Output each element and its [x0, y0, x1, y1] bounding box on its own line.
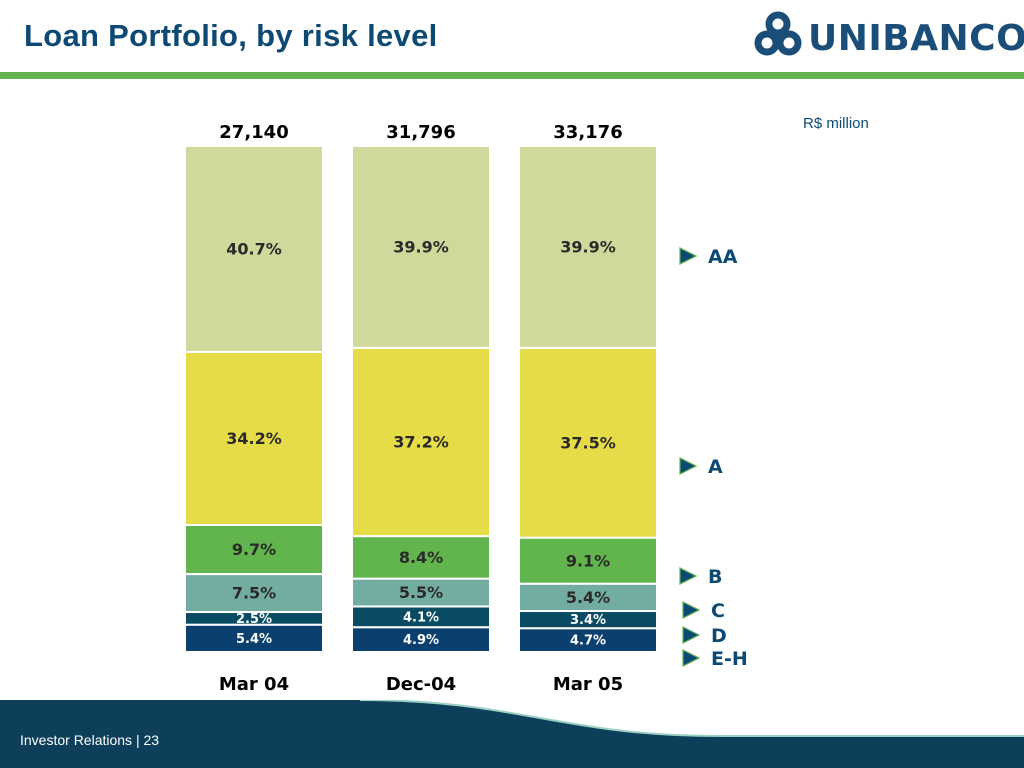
legend-marker-aa-icon [679, 247, 698, 265]
legend-label-a: A [708, 456, 723, 478]
data-label-c: 7.5% [232, 584, 276, 603]
data-label-b: 9.7% [232, 540, 276, 559]
data-label-e-h: 5.4% [236, 632, 272, 647]
bar-total-label: 27,140 [219, 122, 288, 143]
bar-segment-e-h [351, 626, 491, 653]
x-tick-label: Mar 05 [553, 674, 623, 695]
legend-label-d: D [711, 625, 727, 647]
data-label-a: 37.5% [560, 433, 616, 452]
legend-label-aa: AA [708, 246, 738, 268]
data-label-d: 3.4% [570, 613, 606, 628]
footer-band [0, 700, 1024, 768]
data-label-d: 2.5% [236, 612, 272, 627]
page-title: Loan Portfolio, by risk level [24, 18, 438, 53]
bar-segment-a [351, 346, 491, 538]
x-tick-label: Mar 04 [219, 674, 289, 695]
data-label-c: 5.5% [399, 583, 443, 602]
bar-segment-e-h [184, 623, 324, 654]
legend-label-c: C [711, 600, 725, 622]
header-divider [0, 72, 1024, 79]
data-label-e-h: 4.7% [570, 634, 606, 649]
data-label-a: 34.2% [226, 429, 282, 448]
unit-label: R$ million [803, 115, 869, 132]
legend-marker-c-icon [682, 601, 701, 619]
data-label-aa: 39.9% [560, 238, 616, 257]
bar-segment-b [184, 523, 324, 576]
data-label-a: 37.2% [393, 433, 449, 452]
stacked-bar-chart: 5.4% 2.5% 7.5% 9.7% 34.2% 40.7% 27,140 Mar 04 4.… [184, 122, 748, 695]
legend-marker-d-icon [682, 626, 701, 644]
legend-marker-e-h-icon [682, 649, 701, 667]
bar-segment-aa [518, 145, 658, 349]
data-label-b: 8.4% [399, 548, 443, 567]
bar-total-label: 33,176 [553, 122, 622, 143]
bar-segment-a [184, 350, 324, 526]
x-tick-label: Dec-04 [386, 674, 456, 695]
bar-segment-a [518, 346, 658, 539]
bar-segment-c [351, 577, 491, 608]
data-label-e-h: 4.9% [403, 633, 439, 648]
bar-segment-b [518, 536, 658, 585]
data-label-aa: 39.9% [393, 238, 449, 257]
footer-text: Investor Relations | 23 [20, 732, 160, 748]
data-label-c: 5.4% [566, 588, 610, 607]
legend-label-b: B [708, 566, 722, 588]
legend-marker-b-icon [679, 567, 698, 585]
bar-segment-aa [351, 145, 491, 349]
legend-label-e-h: E-H [711, 648, 748, 670]
bar-total-label: 31,796 [386, 122, 455, 143]
bar-segment-aa [184, 145, 324, 353]
logo-text: UNIBANCO [808, 18, 1024, 59]
logo-knot-icon [754, 11, 802, 56]
data-label-aa: 40.7% [226, 240, 282, 259]
legend-marker-a-icon [679, 457, 698, 475]
data-label-b: 9.1% [566, 551, 610, 570]
unibanco-logo: UNIBANCO [752, 10, 1024, 66]
data-label-d: 4.1% [403, 610, 439, 625]
